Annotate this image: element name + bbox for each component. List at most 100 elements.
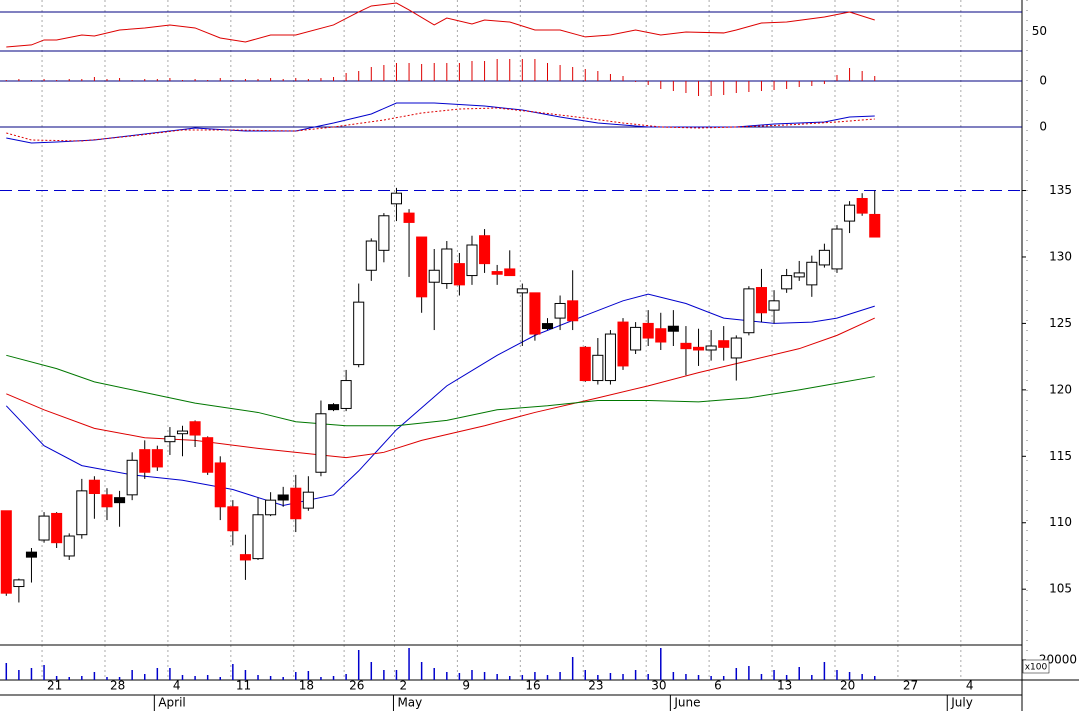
- x-tick-label: 6: [714, 679, 722, 693]
- candle-body: [831, 228, 843, 270]
- candle-body: [516, 288, 528, 294]
- candle-body: [655, 328, 667, 343]
- candle-body: [856, 197, 868, 214]
- candle-body: [0, 510, 12, 594]
- candle-body: [806, 261, 818, 286]
- candle-body: [416, 236, 428, 298]
- month-label: June: [673, 696, 700, 710]
- candle-body: [126, 459, 138, 496]
- candle-body: [705, 345, 717, 351]
- line: [6, 2, 875, 48]
- y-tick-label: 50: [1032, 24, 1047, 38]
- x-tick-label: 27: [903, 679, 918, 693]
- x-tick-label: 13: [777, 679, 792, 693]
- candle-body: [63, 535, 75, 557]
- candle-body: [579, 346, 591, 382]
- candle-body: [114, 497, 126, 504]
- candle-body: [755, 287, 767, 314]
- candle-body: [252, 514, 264, 560]
- candle-body: [818, 249, 830, 266]
- candle-body: [378, 215, 390, 251]
- candle-body: [76, 490, 88, 536]
- candle-body: [693, 346, 705, 351]
- x-tick-label: 30: [651, 679, 666, 693]
- candle-body: [630, 326, 642, 351]
- candle-body: [466, 244, 478, 277]
- candle-body: [88, 479, 100, 495]
- line: [6, 107, 875, 142]
- candle-body: [441, 248, 453, 285]
- candle-body: [214, 462, 226, 508]
- unit-box: [1022, 659, 1050, 674]
- candle-body: [340, 380, 352, 409]
- candle-body: [617, 321, 629, 367]
- candle-body: [390, 192, 402, 205]
- x-tick-label: 28: [110, 679, 125, 693]
- candle-body: [353, 301, 365, 366]
- line: [6, 354, 875, 427]
- candle-body: [504, 268, 516, 277]
- x-tick-label: 26: [349, 679, 364, 693]
- x-tick-label: 23: [588, 679, 603, 693]
- candle-body: [428, 269, 440, 283]
- month-label: May: [397, 696, 422, 710]
- x-tick-label: 4: [966, 679, 974, 693]
- candle-body: [25, 551, 37, 558]
- line: [6, 102, 875, 144]
- y-tick-label: 120: [1049, 382, 1072, 396]
- candle-body: [567, 300, 579, 322]
- candle-body: [479, 235, 491, 265]
- y-tick-label: 105: [1049, 582, 1072, 596]
- candle-body: [151, 449, 163, 468]
- candle-body: [51, 512, 63, 544]
- x-tick-label: 11: [236, 679, 251, 693]
- candle-body: [189, 421, 201, 436]
- y-tick-label: 125: [1049, 316, 1072, 330]
- candle-body: [453, 263, 465, 286]
- y-tick-label: 130: [1049, 249, 1072, 263]
- x-tick-label: 16: [525, 679, 540, 693]
- candle-body: [844, 204, 856, 222]
- candle-body: [491, 271, 503, 275]
- x-tick-label: 9: [462, 679, 470, 693]
- candle-body: [290, 487, 302, 520]
- candle-body: [642, 322, 654, 339]
- x-tick-label: 18: [299, 679, 314, 693]
- candle-body: [667, 325, 679, 332]
- unit-label: x100: [1025, 663, 1048, 673]
- candle-body: [730, 337, 742, 359]
- candle-body: [176, 430, 189, 435]
- candle-body: [743, 288, 755, 334]
- y-tick-label: 135: [1049, 183, 1072, 197]
- candle-body: [680, 342, 692, 350]
- candle-body: [403, 212, 415, 223]
- x-tick-label: 2: [399, 679, 407, 693]
- y-tick-label: 0: [1039, 74, 1047, 88]
- month-label: April: [158, 696, 185, 710]
- candle-body: [365, 240, 377, 271]
- x-tick-label: 21: [47, 679, 62, 693]
- candle-body: [793, 272, 805, 278]
- candle-body: [101, 494, 113, 508]
- candle-body: [13, 579, 25, 588]
- candle-body: [328, 404, 340, 411]
- x-tick-label: 20: [840, 679, 855, 693]
- candle-body: [164, 435, 176, 443]
- candle-body: [541, 323, 554, 330]
- candle-body: [604, 333, 616, 382]
- candle-body: [869, 213, 881, 238]
- candle-body: [529, 292, 541, 335]
- candle-body: [315, 413, 327, 473]
- candle-body: [302, 491, 314, 509]
- y-tick-label: 110: [1049, 515, 1072, 529]
- line: [6, 317, 875, 459]
- candle-body: [768, 300, 780, 311]
- x-tick-label: 4: [173, 679, 181, 693]
- candle-body: [554, 302, 566, 319]
- candle-body: [38, 515, 50, 541]
- y-tick-label: 0: [1039, 120, 1047, 134]
- candle-body: [227, 506, 239, 532]
- y-tick-label: 115: [1049, 449, 1072, 463]
- candle-body: [139, 449, 151, 473]
